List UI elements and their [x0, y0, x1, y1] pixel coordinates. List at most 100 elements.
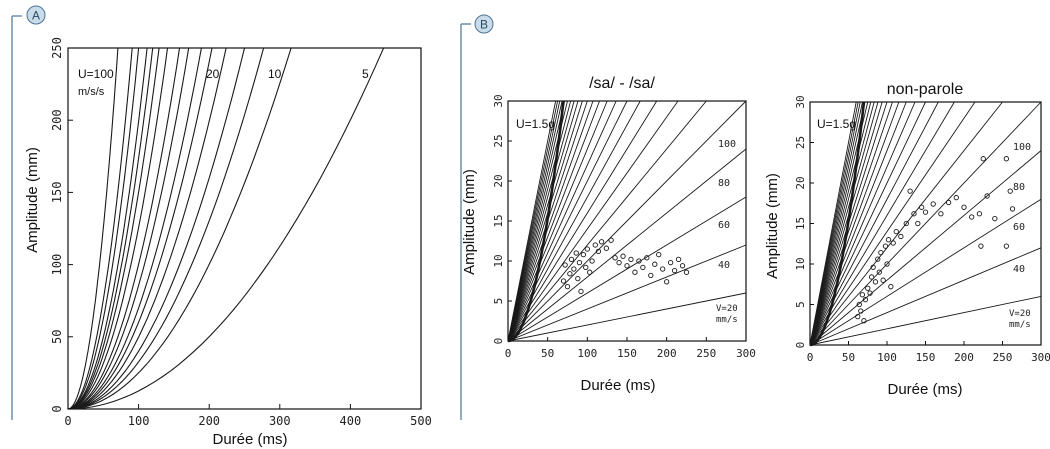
chart-b2-title: non-parole: [887, 81, 964, 98]
chart-b2-point-17: [885, 237, 892, 243]
chart-b2-point-21: [898, 233, 904, 240]
panel-b-badge: B: [474, 14, 494, 34]
chart-b1-point-2: [564, 283, 571, 290]
chart-b2-parabola-label: U=1.5g: [817, 117, 856, 131]
chart-b2-point-36: [984, 193, 990, 199]
chart-b2-velocity-line-13: [809, 101, 893, 346]
chart-b1-point-13: [587, 269, 593, 275]
chart-b2-point-23: [907, 188, 913, 194]
chart-b1-x-tick-0: 0: [505, 347, 512, 360]
chart-b1-point-29: [648, 272, 654, 279]
chart-b1-velocity-line-24: [507, 100, 557, 342]
chart-a-x-tick-3: 300: [269, 414, 291, 428]
chart-b1-x-tick-4: 200: [657, 347, 677, 360]
chart-b2-point-6: [865, 285, 871, 291]
chart-b1-point-14: [589, 258, 595, 264]
chart-a-x-tick-2: 200: [198, 414, 220, 428]
chart-a-x-axis-label: Durée (ms): [212, 431, 287, 448]
chart-b1-velocity-line-3: [507, 148, 747, 342]
chart-b1-point-37: [679, 263, 686, 269]
chart-b1-label-60: 60: [718, 220, 730, 231]
chart-b2-point-15: [882, 243, 889, 249]
chart-a-curve-9: [67, 47, 202, 410]
chart-b2-velocity-line-4: [809, 101, 1042, 346]
chart-b2-y-tick-2: 10: [794, 257, 807, 270]
chart-b1-x-axis-label: Durée (ms): [580, 377, 655, 394]
chart-b2-velocity-line-6: [809, 101, 976, 346]
chart-b2-y-tick-4: 20: [794, 176, 807, 189]
chart-b2-x-tick-1: 50: [842, 351, 855, 364]
chart-b1-x-ticks: 0 50 100 150 200 250 300: [505, 337, 756, 360]
chart-b2-label-40: 40: [1013, 264, 1025, 275]
chart-b2-point-10: [872, 279, 879, 285]
chart-a-curve-5: [67, 47, 160, 410]
chart-a-curve-label-10: 10: [268, 67, 282, 81]
chart-a-y-tick-1: 50: [50, 330, 64, 344]
chart-b1-point-36: [675, 256, 682, 263]
chart-a-x-tick-0: 0: [64, 414, 71, 428]
chart-b1: /sa/ - /sa/ 0 50 100 150 200 250 300 0 5 10 15 20 2…: [461, 75, 756, 394]
chart-a-curve-14: [67, 47, 292, 410]
chart-b2-velocity-line-0: [809, 295, 1042, 346]
chart-b1-velocity-line-0: [507, 292, 747, 342]
chart-a-curve-6: [67, 47, 169, 410]
chart-b2-point-0: [855, 313, 861, 320]
chart-b2-point-2: [858, 308, 864, 314]
chart-b1-point-7: [575, 275, 581, 282]
chart-b2-point-11: [875, 256, 881, 262]
chart-b1-x-tick-3: 150: [617, 347, 637, 360]
chart-a-y-axis-label: Amplitude (mm): [24, 147, 41, 253]
chart-b2-point-25: [915, 220, 921, 227]
chart-b1-velocity-line-6: [507, 100, 679, 342]
chart-b2-point-28: [930, 201, 936, 207]
chart-b2-point-30: [945, 199, 952, 206]
chart-b1-velocity-line-12: [507, 100, 600, 342]
chart-b1-velocity-line-16: [507, 100, 579, 342]
chart-b1-point-8: [576, 259, 583, 266]
chart-b1-point-26: [636, 258, 642, 264]
chart-a-curve-3: [67, 47, 148, 410]
chart-a-curve-7: [67, 47, 181, 410]
chart-a-curve-4: [67, 47, 154, 410]
chart-b1-title: /sa/ - /sa/: [589, 75, 655, 92]
chart-b1-x-tick-2: 100: [577, 347, 597, 360]
chart-b1-point-27: [640, 264, 646, 271]
chart-b1-label-80: 80: [718, 178, 730, 189]
chart-b1-point-1: [562, 262, 568, 268]
chart-b2-x-tick-2: 100: [877, 351, 897, 364]
chart-b1-point-16: [595, 248, 602, 255]
chart-b1-velocity-line-9: [507, 100, 628, 342]
chart-a-y-tick-4: 200: [50, 109, 64, 131]
chart-b1-velocity-line-18: [507, 100, 572, 342]
chart-b2-point-20: [893, 228, 899, 235]
chart-b2-x-tick-6: 300: [1031, 351, 1050, 364]
chart-b2-parabola: [809, 101, 866, 347]
chart-b2-point-18: [888, 284, 894, 290]
chart-b2-velocity-line-3: [809, 150, 1042, 346]
chart-b1-point-5: [571, 266, 577, 272]
chart-b2-point-4: [861, 318, 867, 324]
chart-b2-point-31: [953, 194, 959, 201]
chart-b1-velocity-line-13: [507, 100, 594, 342]
chart-b1-point-34: [667, 259, 674, 266]
chart-b1-label-mms: mm/s: [716, 315, 738, 325]
chart-b2-velocity-line-9: [809, 101, 926, 346]
chart-b1-point-30: [652, 261, 658, 267]
chart-b1-point-15: [592, 242, 598, 248]
chart-b2-x-tick-4: 200: [954, 351, 974, 364]
chart-b1-point-11: [583, 264, 589, 271]
chart-b2-x-tick-3: 150: [916, 351, 936, 364]
chart-b2-point-3: [859, 292, 866, 298]
chart-b1-velocity-line-2: [507, 196, 747, 342]
chart-a-curve-10: [67, 47, 213, 410]
chart-b2-point-40: [1003, 156, 1009, 162]
chart-b2-y-tick-0: 0: [794, 342, 807, 349]
chart-b1-label-v20: V=20: [716, 304, 738, 314]
chart-b2-point-37: [992, 215, 998, 222]
chart-b2-y-tick-3: 15: [794, 217, 807, 230]
chart-b1-point-31: [656, 251, 662, 258]
chart-a-x-tick-4: 400: [340, 414, 362, 428]
chart-b1-velocity-lines: [507, 100, 747, 342]
chart-b1-point-19: [608, 237, 614, 243]
